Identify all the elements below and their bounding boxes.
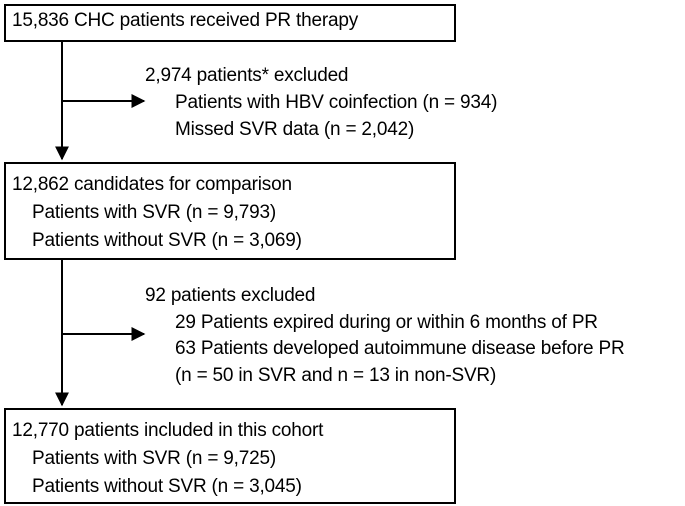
second-exclusion-item-autoimmune: 63 Patients developed autoimmune disease… <box>175 338 625 359</box>
second-exclusion-item-expired: 29 Patients expired during or within 6 m… <box>175 312 598 333</box>
first-exclusion-item-hbv: Patients with HBV coinfection (n = 934) <box>175 92 498 113</box>
candidates-box-without-svr: Patients without SVR (n = 3,069) <box>32 230 302 251</box>
start-box-line-1: 15,836 CHC patients received PR therapy <box>12 10 359 31</box>
start-box <box>4 4 456 42</box>
candidates-box-with-svr: Patients with SVR (n = 9,793) <box>32 202 276 223</box>
cohort-box-with-svr: Patients with SVR (n = 9,725) <box>32 448 276 469</box>
candidates-box <box>4 162 456 260</box>
candidates-box-title: 12,862 candidates for comparison <box>12 174 292 195</box>
cohort-box-without-svr: Patients without SVR (n = 3,045) <box>32 476 302 497</box>
second-exclusion-item-breakdown: (n = 50 in SVR and n = 13 in non-SVR) <box>175 365 497 386</box>
first-exclusion-item-missed-svr: Missed SVR data (n = 2,042) <box>175 119 415 140</box>
cohort-box <box>4 408 456 504</box>
second-exclusion-title: 92 patients excluded <box>145 285 316 306</box>
cohort-box-title: 12,770 patients included in this cohort <box>12 420 324 441</box>
first-exclusion-title: 2,974 patients* excluded <box>145 65 349 86</box>
